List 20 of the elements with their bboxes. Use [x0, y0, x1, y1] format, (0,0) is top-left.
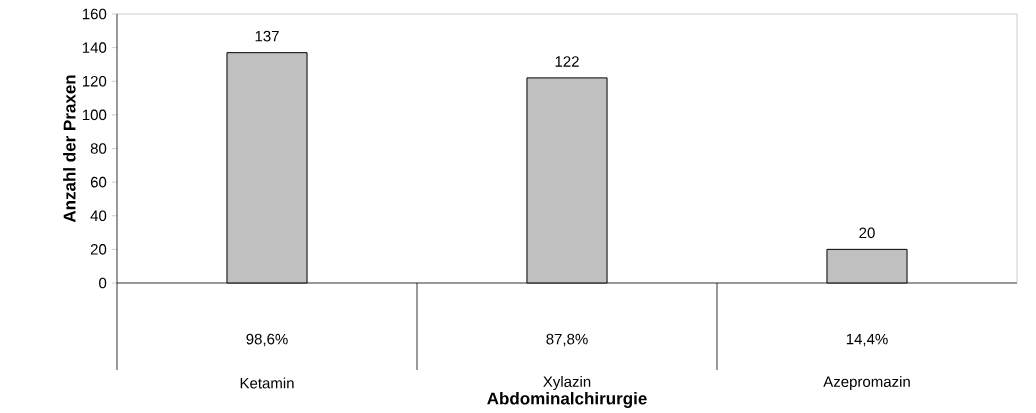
x-tick-label: Xylazin	[543, 376, 591, 390]
y-tick-label: 40	[90, 210, 107, 222]
data-label: 122	[555, 56, 579, 67]
y-tick-label: 80	[90, 143, 107, 154]
text: 87,8%	[546, 333, 588, 347]
y-tick-label: 120	[82, 75, 107, 87]
text: 98,6%	[246, 333, 288, 347]
data-label: 20	[859, 227, 875, 239]
x-tick-label: Azepromazin	[823, 376, 910, 390]
y-tick-label: 20	[90, 244, 107, 255]
x-axis-title: Abdominalchirurgie	[487, 392, 647, 408]
y-axis-title: Anzahl der Praxen	[63, 75, 76, 223]
x-tick-label: Ketamin	[240, 377, 294, 389]
text: 14,4%	[846, 333, 888, 347]
y-tick-label: 140	[82, 42, 107, 53]
y-tick-label: 0	[99, 277, 107, 289]
y-tick-label: 60	[90, 176, 107, 188]
y-tick-label: 100	[82, 109, 107, 121]
data-label: 137	[255, 30, 279, 42]
y-tick-label: 160	[82, 8, 107, 20]
